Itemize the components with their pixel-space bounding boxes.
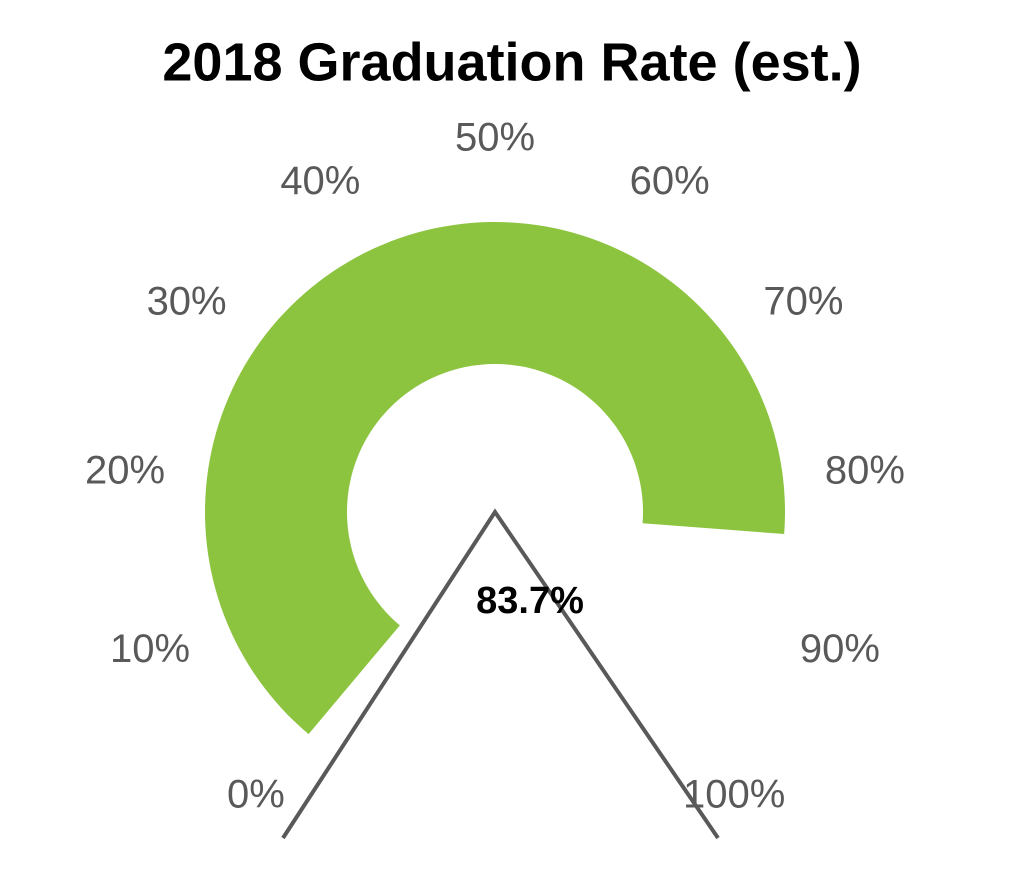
tick-label: 20% [85, 449, 165, 493]
tick-label: 10% [110, 627, 190, 671]
tick-label: 60% [630, 159, 710, 203]
chart-title: 2018 Graduation Rate (est.) [162, 32, 861, 92]
tick-label: 70% [763, 280, 843, 324]
tick-label: 40% [280, 159, 360, 203]
tick-label: 30% [147, 280, 227, 324]
needle [281, 508, 720, 840]
value-label: 83.7% [476, 580, 584, 622]
gauge-bar [204, 222, 785, 735]
tick-label: 100% [683, 773, 785, 817]
tick-label: 0% [227, 773, 285, 817]
tick-label: 90% [800, 627, 880, 671]
tick-label: 80% [825, 449, 905, 493]
gauge [204, 222, 785, 735]
tick-label: 50% [455, 116, 535, 160]
